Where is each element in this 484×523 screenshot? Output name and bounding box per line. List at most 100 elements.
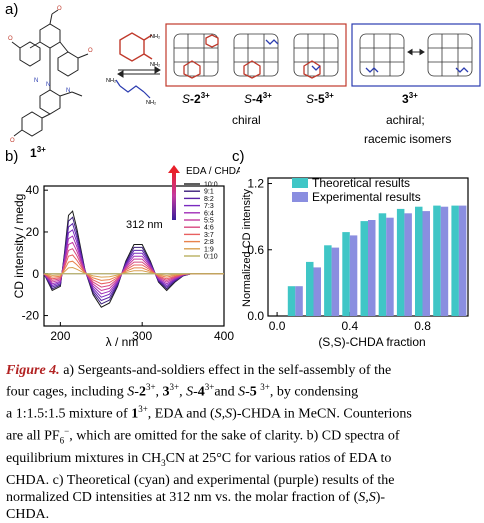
precursor-label: 13+ bbox=[30, 145, 46, 160]
bar-x-axis-label: (S,S)-CHDA fraction bbox=[318, 335, 425, 349]
caption-figure-label: Figure 4. bbox=[6, 363, 60, 378]
bar-experimental bbox=[458, 205, 467, 316]
bar-legend-entry: Experimental results bbox=[312, 190, 421, 204]
chda-molecule bbox=[119, 32, 153, 62]
svg-text:O: O bbox=[57, 6, 62, 12]
cd-series-line bbox=[43, 266, 224, 278]
cd-series-line bbox=[43, 229, 224, 298]
cd-legend-arrowhead bbox=[168, 165, 180, 173]
racemic-label: racemic isomers bbox=[364, 132, 451, 146]
bar-theoretical bbox=[433, 205, 441, 316]
bar-experimental bbox=[313, 267, 321, 316]
bar-legend-swatch bbox=[292, 192, 308, 202]
cd-series-line bbox=[43, 241, 224, 292]
panel-b-label: b) bbox=[5, 148, 19, 165]
amine-label-2: NH₂ bbox=[150, 62, 160, 68]
cd-wavelength-annotation: 312 nm bbox=[126, 219, 163, 231]
cage-s5 bbox=[293, 33, 339, 79]
precursor-oxygen-marks: O O O O bbox=[8, 6, 93, 144]
bar-theoretical bbox=[415, 206, 423, 316]
equilibrium-arrows bbox=[117, 66, 161, 78]
cd-y-tick-label: 20 bbox=[26, 225, 40, 239]
bar-experimental bbox=[349, 235, 358, 316]
bar-x-tick-label: 0.0 bbox=[269, 319, 286, 333]
cd-legend-entry: 1:9 bbox=[204, 246, 214, 253]
svg-text:O: O bbox=[88, 48, 93, 54]
cd-y-axis-label: CD intensity / medg bbox=[12, 194, 26, 299]
chiral-cages-box bbox=[165, 23, 347, 87]
cd-legend-entry: 3:7 bbox=[204, 232, 214, 239]
achiral-label: achiral; bbox=[386, 113, 425, 127]
figure-caption: Figure 4. a) Sergeants-and-soldiers effe… bbox=[6, 363, 412, 522]
precursor-nitrogen-marks: N N N bbox=[34, 78, 70, 94]
bar-experimental bbox=[331, 247, 340, 316]
cd-legend-entry: 9:1 bbox=[204, 189, 214, 196]
racemic-arrows bbox=[407, 48, 425, 56]
bar-experimental bbox=[422, 211, 430, 316]
chiral-label: chiral bbox=[232, 113, 261, 127]
panel-a-label: a) bbox=[5, 1, 19, 18]
bar-theoretical bbox=[378, 213, 387, 316]
bar-x-tick-label: 0.4 bbox=[341, 319, 358, 333]
cd-x-tick-label: 300 bbox=[132, 329, 152, 343]
cd-series-line bbox=[43, 210, 224, 308]
cd-legend-entry: 5:5 bbox=[204, 218, 214, 225]
cd-series-line bbox=[43, 248, 224, 288]
bar-y-tick-label: 0.0 bbox=[247, 309, 264, 323]
svg-text:N: N bbox=[46, 82, 50, 88]
bar-theoretical bbox=[451, 205, 459, 316]
eda-molecule bbox=[115, 79, 151, 99]
svg-text:O: O bbox=[10, 138, 15, 144]
precursor-molecule bbox=[11, 9, 89, 137]
panel-c-label: c) bbox=[232, 148, 245, 165]
cd-x-axis-label: λ / nm bbox=[106, 335, 139, 349]
cd-legend-entry: 8:2 bbox=[204, 196, 214, 203]
bar-experimental bbox=[295, 286, 303, 316]
cd-plot-frame bbox=[43, 185, 225, 327]
bar-experimental bbox=[404, 213, 412, 316]
bar-legend-entry: Theoretical results bbox=[312, 176, 410, 190]
bar-y-axis-label: Normalized CD intensity bbox=[241, 189, 253, 307]
cd-series-line bbox=[43, 260, 224, 281]
cd-legend-entry: 7:3 bbox=[204, 203, 214, 210]
cd-series-line bbox=[43, 216, 224, 305]
svg-text:N: N bbox=[66, 88, 70, 94]
cd-series-line bbox=[43, 254, 224, 285]
achiral-cage-label: 33+ bbox=[402, 91, 418, 106]
cage-3-right bbox=[427, 33, 473, 77]
bar-theoretical bbox=[342, 232, 350, 316]
cage-s4-label: S-43+ bbox=[244, 91, 272, 106]
cage-3-left bbox=[359, 33, 405, 77]
cd-legend-arrow bbox=[172, 172, 176, 220]
cd-legend-entry: 10:0 bbox=[204, 182, 218, 189]
bar-theoretical bbox=[306, 261, 314, 316]
svg-text:N: N bbox=[34, 78, 38, 84]
amine-label-1: NH₂ bbox=[150, 34, 160, 40]
cage-s2 bbox=[173, 33, 219, 79]
cd-series-line bbox=[43, 222, 224, 302]
bar-legend-swatch bbox=[292, 178, 308, 188]
cd-y-tick-label: 0 bbox=[32, 267, 39, 281]
achiral-cages-box bbox=[351, 23, 481, 87]
bar-experimental bbox=[386, 217, 394, 316]
normalized-cd-chart: Normalized CD intensity (S,S)-CHDA fract… bbox=[241, 176, 469, 349]
cd-x-tick-label: 400 bbox=[214, 329, 234, 343]
cage-s4 bbox=[233, 33, 279, 79]
cage-s5-label: S-53+ bbox=[306, 91, 334, 106]
cd-legend-entry: 6:4 bbox=[204, 210, 214, 217]
cd-series-line bbox=[43, 235, 224, 295]
bar-y-tick-label: 1.2 bbox=[247, 177, 264, 191]
cd-y-tick-label: -20 bbox=[22, 309, 40, 323]
amine-label-4: NH₂ bbox=[146, 100, 156, 106]
bar-theoretical bbox=[287, 286, 296, 316]
cd-legend-entry: 2:8 bbox=[204, 239, 214, 246]
panel-a-scheme: N N N O O O O bbox=[8, 6, 481, 160]
bar-theoretical bbox=[396, 208, 405, 316]
bar-theoretical bbox=[360, 221, 368, 316]
bar-x-tick-label: 0.8 bbox=[414, 319, 431, 333]
cd-legend-title: EDA / CHDA bbox=[186, 166, 240, 177]
cd-legend-entry: 4:6 bbox=[204, 225, 214, 232]
cage-s2-label: S-23+ bbox=[182, 91, 210, 106]
amine-label-3: NH₂ bbox=[106, 78, 116, 84]
